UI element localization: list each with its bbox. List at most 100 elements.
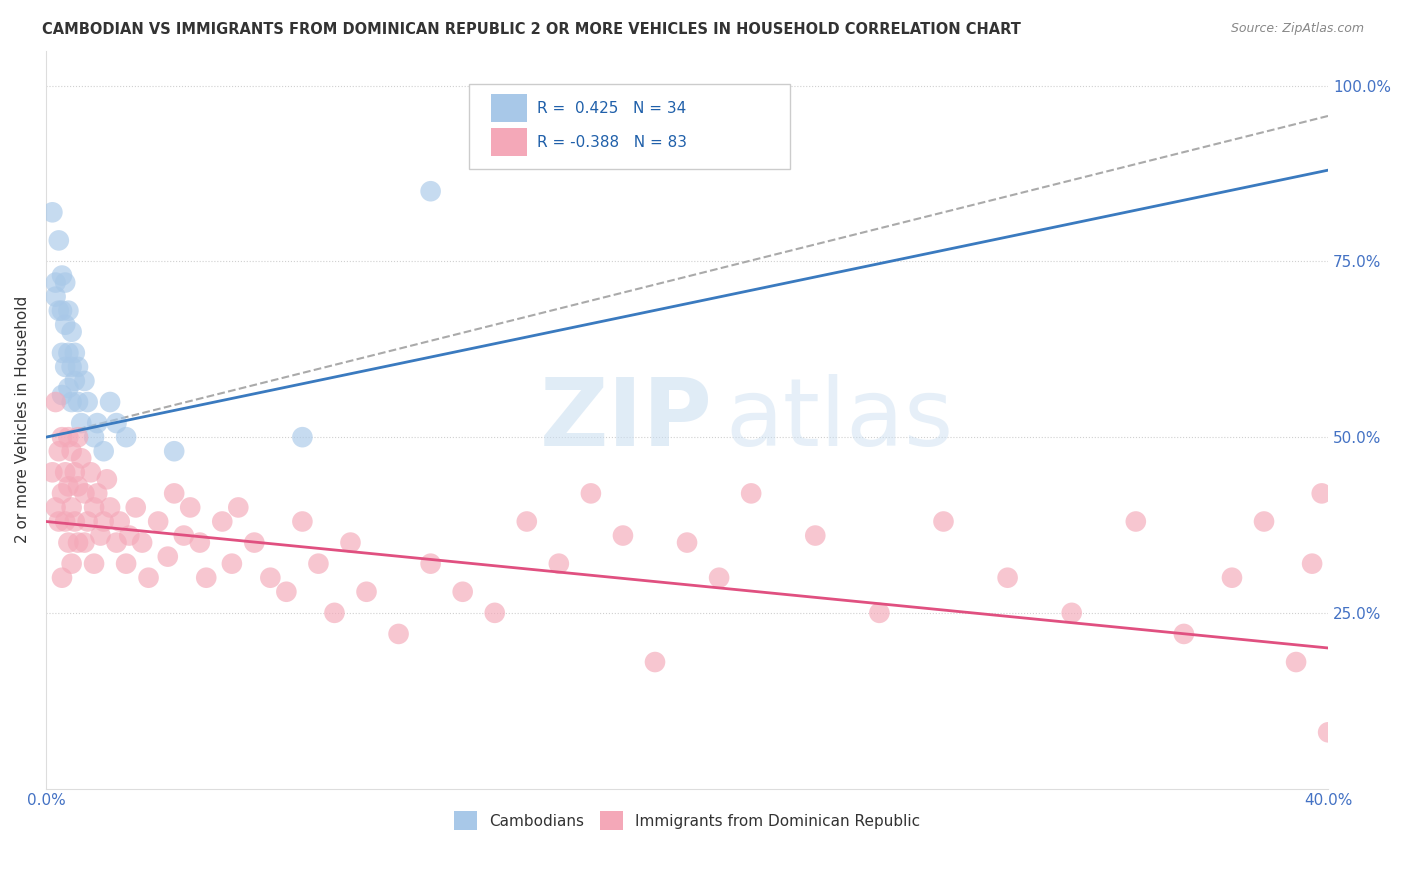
Point <box>105 535 128 549</box>
Point <box>105 416 128 430</box>
Point <box>804 528 827 542</box>
Point <box>419 557 441 571</box>
Point <box>740 486 762 500</box>
Point <box>51 388 73 402</box>
Point <box>1125 515 1147 529</box>
Text: Source: ZipAtlas.com: Source: ZipAtlas.com <box>1230 22 1364 36</box>
Point <box>58 303 80 318</box>
Point <box>707 571 730 585</box>
Point <box>73 535 96 549</box>
Text: atlas: atlas <box>725 374 953 466</box>
Point <box>195 571 218 585</box>
Point <box>63 515 86 529</box>
Point <box>63 374 86 388</box>
Point <box>70 451 93 466</box>
Point <box>66 479 89 493</box>
Point <box>276 584 298 599</box>
Point <box>60 325 83 339</box>
Point <box>58 430 80 444</box>
Point <box>66 395 89 409</box>
Text: CAMBODIAN VS IMMIGRANTS FROM DOMINICAN REPUBLIC 2 OR MORE VEHICLES IN HOUSEHOLD : CAMBODIAN VS IMMIGRANTS FROM DOMINICAN R… <box>42 22 1021 37</box>
Point <box>51 346 73 360</box>
Point <box>291 515 314 529</box>
Point <box>1173 627 1195 641</box>
Point <box>243 535 266 549</box>
Point <box>51 571 73 585</box>
Bar <box>491 128 527 156</box>
Point <box>73 374 96 388</box>
Point <box>1060 606 1083 620</box>
Point <box>138 571 160 585</box>
Point <box>45 395 67 409</box>
Point <box>48 234 70 248</box>
Point <box>58 346 80 360</box>
Point <box>58 535 80 549</box>
Point <box>83 430 105 444</box>
Point <box>45 276 67 290</box>
Point <box>70 416 93 430</box>
Point <box>307 557 329 571</box>
Point <box>1285 655 1308 669</box>
Point <box>60 395 83 409</box>
Point <box>93 515 115 529</box>
Point <box>188 535 211 549</box>
Point <box>221 557 243 571</box>
Point <box>51 430 73 444</box>
Point <box>53 515 76 529</box>
Point <box>1253 515 1275 529</box>
Point <box>80 465 103 479</box>
Point <box>41 465 63 479</box>
Point <box>484 606 506 620</box>
Point <box>108 515 131 529</box>
Point <box>86 416 108 430</box>
Point <box>1317 725 1340 739</box>
Point <box>259 571 281 585</box>
Text: R =  0.425   N = 34: R = 0.425 N = 34 <box>537 101 686 116</box>
Point <box>73 486 96 500</box>
Text: ZIP: ZIP <box>540 374 713 466</box>
Point <box>60 557 83 571</box>
Point <box>644 655 666 669</box>
Point <box>51 486 73 500</box>
Point <box>53 318 76 332</box>
Point <box>291 430 314 444</box>
Point <box>419 184 441 198</box>
Point <box>868 606 890 620</box>
Point <box>45 500 67 515</box>
Point <box>387 627 409 641</box>
Point <box>579 486 602 500</box>
Point <box>83 500 105 515</box>
Point <box>1310 486 1333 500</box>
Point <box>1220 571 1243 585</box>
Point <box>63 465 86 479</box>
Point <box>323 606 346 620</box>
Point <box>86 486 108 500</box>
Point <box>173 528 195 542</box>
Point <box>48 303 70 318</box>
Point <box>51 303 73 318</box>
Point <box>48 444 70 458</box>
Point <box>547 557 569 571</box>
Point <box>41 205 63 219</box>
Point <box>58 381 80 395</box>
Point <box>60 500 83 515</box>
Point <box>60 444 83 458</box>
Point <box>98 500 121 515</box>
Point <box>60 359 83 374</box>
Point <box>89 528 111 542</box>
Point <box>179 500 201 515</box>
Point <box>53 465 76 479</box>
Y-axis label: 2 or more Vehicles in Household: 2 or more Vehicles in Household <box>15 296 30 543</box>
Point <box>76 515 98 529</box>
Point <box>66 430 89 444</box>
Point <box>53 359 76 374</box>
Point <box>932 515 955 529</box>
Bar <box>491 95 527 122</box>
Legend: Cambodians, Immigrants from Dominican Republic: Cambodians, Immigrants from Dominican Re… <box>449 805 927 836</box>
Point <box>451 584 474 599</box>
Point <box>66 359 89 374</box>
Point <box>96 472 118 486</box>
Point <box>115 557 138 571</box>
Point <box>356 584 378 599</box>
Point <box>131 535 153 549</box>
